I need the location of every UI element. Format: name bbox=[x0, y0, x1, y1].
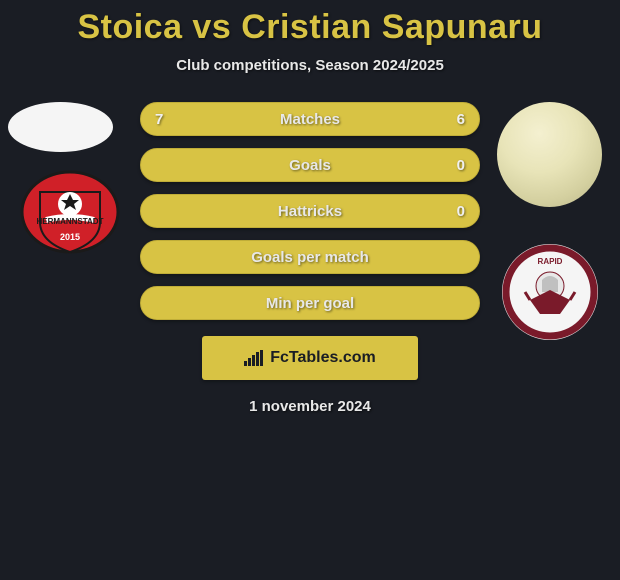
player-left-avatar bbox=[8, 102, 113, 152]
stat-label: Min per goal bbox=[266, 295, 354, 312]
stat-left-value: 7 bbox=[155, 111, 163, 128]
svg-text:RAPID: RAPID bbox=[538, 257, 563, 266]
comparison-panel: HERMANNSTADT 2015 RAPID 7 Matches 6 Goal… bbox=[0, 102, 620, 415]
stat-right-value: 0 bbox=[457, 203, 465, 220]
stat-label: Goals per match bbox=[251, 249, 369, 266]
club-left-badge: HERMANNSTADT 2015 bbox=[20, 162, 120, 262]
stat-row-min-per-goal: Min per goal bbox=[140, 286, 480, 320]
date-label: 1 november 2024 bbox=[0, 398, 620, 415]
svg-text:2015: 2015 bbox=[60, 232, 80, 242]
player-right-avatar bbox=[497, 102, 602, 207]
stat-row-matches: 7 Matches 6 bbox=[140, 102, 480, 136]
svg-text:HERMANNSTADT: HERMANNSTADT bbox=[37, 217, 104, 226]
page-title: Stoica vs Cristian Sapunaru bbox=[0, 0, 620, 47]
stat-row-goals-per-match: Goals per match bbox=[140, 240, 480, 274]
bar-chart-icon bbox=[244, 350, 264, 366]
brand-badge: FcTables.com bbox=[202, 336, 418, 380]
stat-label: Goals bbox=[289, 157, 331, 174]
club-right-badge: RAPID bbox=[500, 242, 600, 342]
stat-row-hattricks: Hattricks 0 bbox=[140, 194, 480, 228]
subtitle: Club competitions, Season 2024/2025 bbox=[0, 57, 620, 74]
brand-text: FcTables.com bbox=[270, 349, 376, 367]
stat-label: Hattricks bbox=[278, 203, 342, 220]
stats-list: 7 Matches 6 Goals 0 Hattricks 0 Goals pe… bbox=[140, 102, 480, 320]
stat-label: Matches bbox=[280, 111, 340, 128]
stat-right-value: 0 bbox=[457, 157, 465, 174]
stat-row-goals: Goals 0 bbox=[140, 148, 480, 182]
stat-right-value: 6 bbox=[457, 111, 465, 128]
